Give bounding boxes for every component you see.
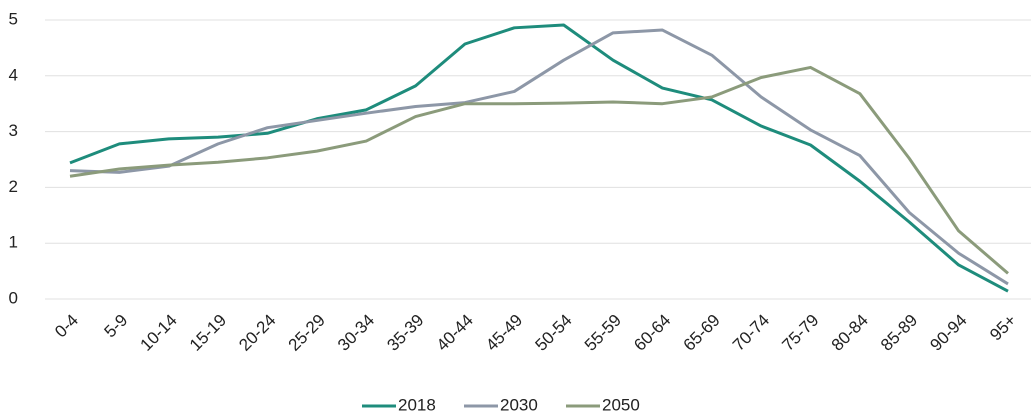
legend-label: 2030: [500, 395, 538, 414]
x-tick-label: 35-39: [383, 311, 427, 355]
x-tick-label: 45-49: [482, 311, 526, 355]
y-tick-label: 5: [9, 9, 18, 28]
x-tick-label: 40-44: [433, 311, 477, 355]
line: [69, 28, 1009, 286]
x-tick-label: 5-9: [101, 311, 132, 342]
x-tick-label: 50-54: [532, 311, 576, 355]
y-tick-label: 1: [9, 233, 18, 252]
x-tick-label: 90-94: [926, 311, 970, 355]
x-tick-label: 80-84: [828, 311, 872, 355]
x-tick-label: 95+: [986, 311, 1020, 345]
x-tick-label: 10-14: [137, 311, 181, 355]
x-tick-label: 25-29: [285, 311, 329, 355]
line: [69, 23, 1009, 293]
x-tick-label: 20-24: [235, 311, 279, 355]
x-tick-label: 0-4: [51, 311, 82, 342]
x-tick-label: 55-59: [581, 311, 625, 355]
x-tick-label: 65-69: [680, 311, 724, 355]
y-tick-label: 3: [9, 121, 18, 140]
x-tick-label: 75-79: [778, 311, 822, 355]
x-tick-label: 70-74: [729, 311, 773, 355]
y-tick-label: 4: [9, 65, 18, 84]
legend-label: 2018: [398, 395, 436, 414]
x-tick-label: 30-34: [334, 311, 378, 355]
y-tick-label: 0: [9, 288, 18, 307]
x-tick-label: 15-19: [186, 311, 230, 355]
legend-label: 2050: [602, 395, 640, 414]
line: [69, 65, 1009, 275]
y-tick-label: 2: [9, 177, 18, 196]
x-tick-label: 60-64: [630, 311, 674, 355]
x-tick-label: 85-89: [877, 311, 921, 355]
